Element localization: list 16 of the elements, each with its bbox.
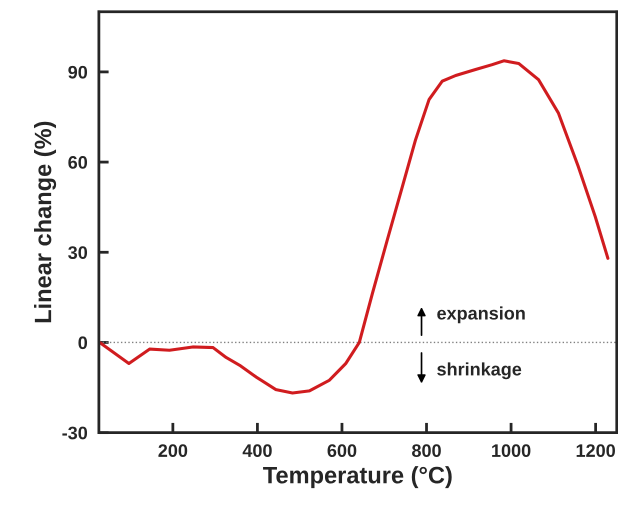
y-tick-label: 30: [68, 246, 88, 260]
x-tick-label: 1000: [492, 444, 530, 458]
x-axis-title: Temperature (°C): [263, 466, 452, 488]
y-tick-label: 60: [68, 156, 88, 169]
y-tick-label: -30: [62, 426, 88, 440]
y-tick-label: 0: [78, 336, 88, 350]
y-tick-label: 90: [68, 66, 88, 79]
x-tick-label: 400: [242, 444, 272, 458]
x-tick-label: 200: [158, 444, 188, 458]
x-tick-label: 800: [412, 444, 441, 458]
annotation: shrinkage: [437, 362, 522, 380]
x-tick-label: 600: [328, 444, 356, 458]
line-series: [98, 59, 610, 394]
annotation: expansion: [437, 306, 525, 324]
x-tick-label: 1200: [576, 444, 615, 458]
y-axis-title: Linear change (%): [34, 122, 56, 322]
